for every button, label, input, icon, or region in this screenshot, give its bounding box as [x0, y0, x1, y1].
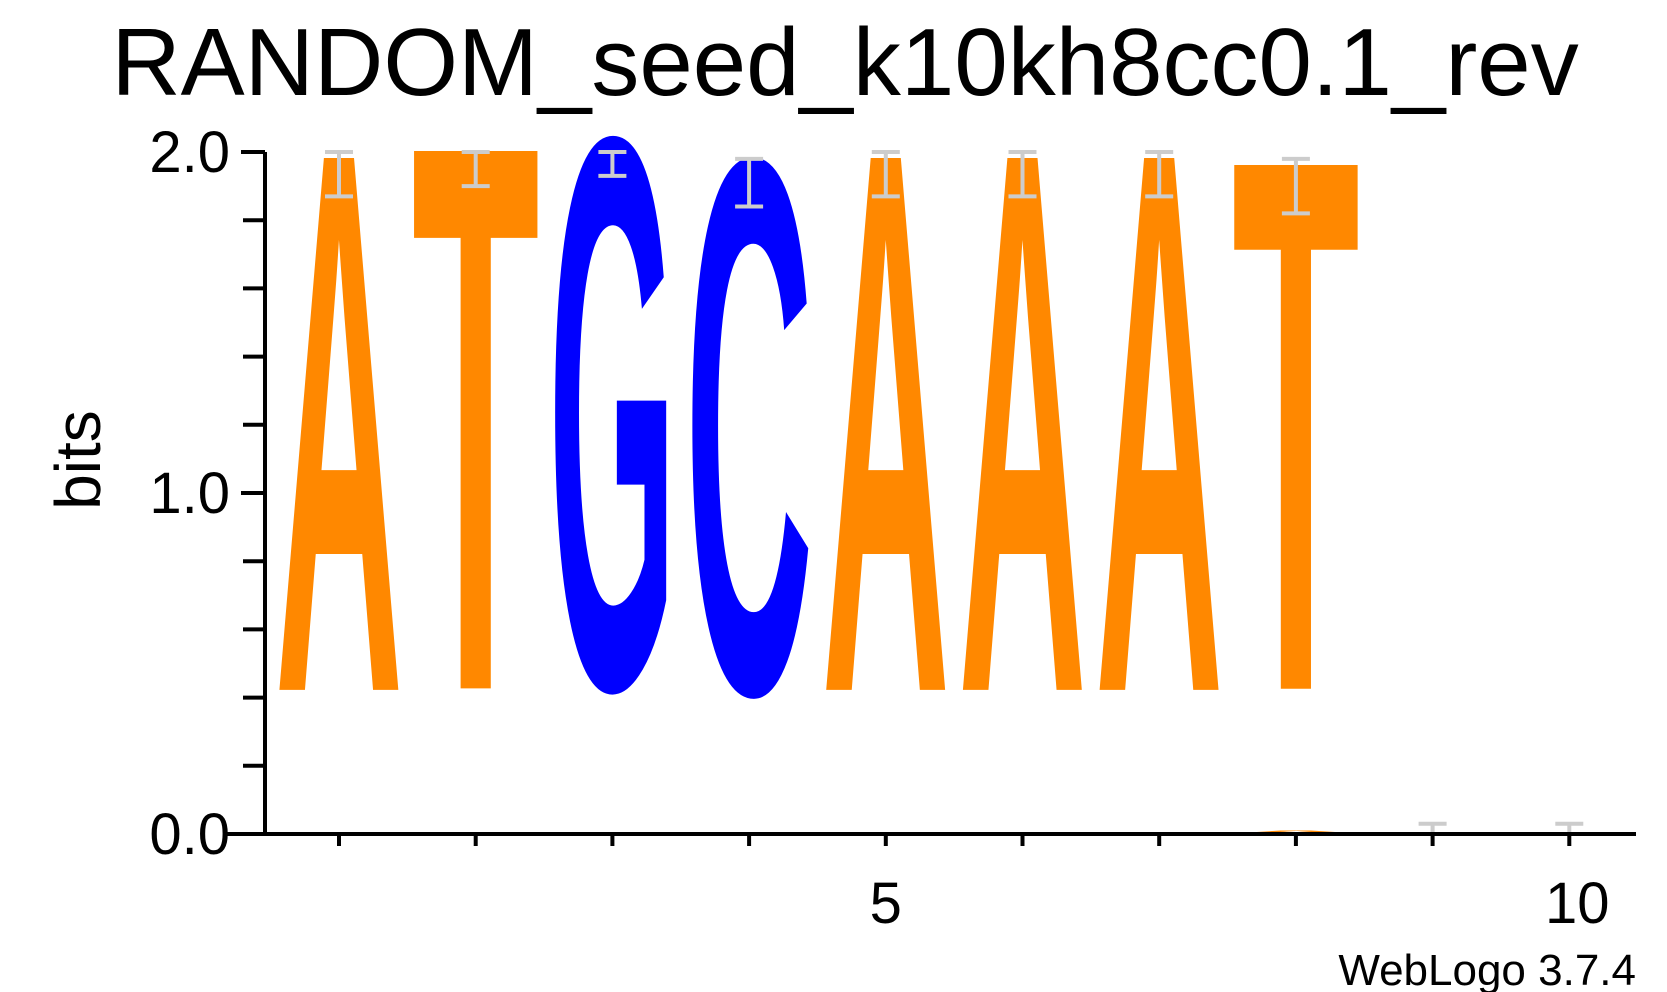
logo-letter-glyph: T	[1232, 2, 1360, 851]
weblogo-credit: WebLogo 3.7.4	[1338, 946, 1636, 992]
logo-letter-T-pos-8: T	[1232, 2, 1360, 851]
x-tick-label-10: 10	[1545, 871, 1610, 936]
y-tick-label-2: 2.0	[149, 120, 230, 185]
logo-letter-A-pos-1: A	[275, 0, 403, 854]
logo-letter-glyph: C	[685, 0, 813, 854]
logo-letter-A-pos-6: A	[959, 0, 1087, 854]
logo-letter-glyph: A	[959, 0, 1087, 854]
logo-letter-G-pos-3: G	[548, 0, 676, 854]
logo-letter-glyph: T	[412, 0, 540, 855]
y-minor-ticks	[241, 152, 265, 834]
logo-letter-glyph: A	[822, 0, 950, 854]
y-axis-label: bits	[42, 410, 114, 510]
logo-letter-glyph: A	[1095, 0, 1223, 854]
y-axis: 0.0 1.0 2.0	[149, 120, 265, 867]
y-tick-label-0: 0.0	[149, 802, 230, 867]
logo-letter-C-pos-4: C	[685, 0, 813, 854]
y-tick-label-1: 1.0	[149, 461, 230, 526]
logo-letter-A-pos-5: A	[822, 0, 950, 854]
logo-letter-glyph: G	[548, 0, 676, 854]
logo-letter-T-pos-2: T	[412, 0, 540, 855]
letter-stacks: A T G C A A A AT	[275, 0, 1360, 855]
x-tick-label-5: 5	[870, 871, 902, 936]
logo-letter-glyph: A	[275, 0, 403, 854]
logo-letter-A-pos-7: A	[1095, 0, 1223, 854]
